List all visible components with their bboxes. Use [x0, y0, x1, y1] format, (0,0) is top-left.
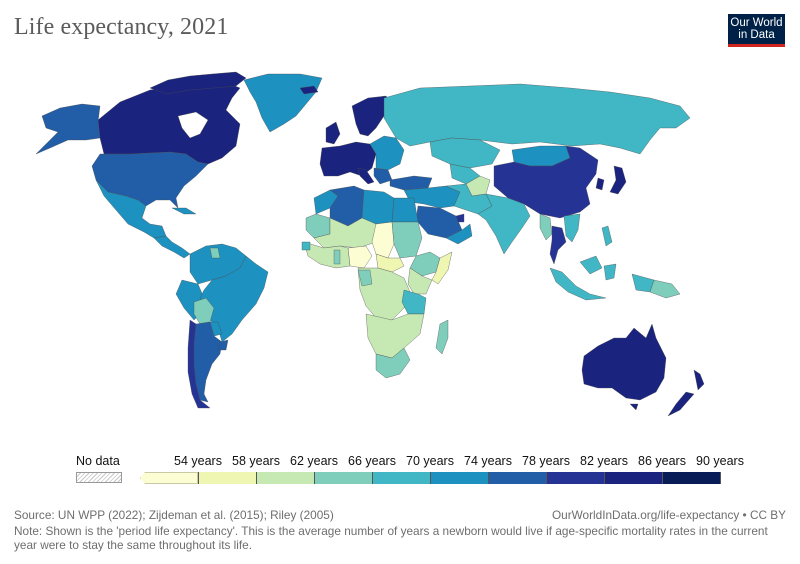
- owid-logo[interactable]: Our World in Data: [728, 14, 785, 47]
- bin-9[interactable]: [662, 472, 720, 484]
- region-scandinavia[interactable]: [351, 95, 393, 137]
- chart-title: Life expectancy, 2021: [14, 14, 229, 40]
- region-libya[interactable]: [361, 189, 395, 225]
- region-eastern-europe[interactable]: [369, 135, 405, 171]
- region-guyana[interactable]: [209, 247, 221, 259]
- bin-3[interactable]: [314, 472, 372, 484]
- tick-label-66: 66 years: [348, 454, 396, 468]
- source-link[interactable]: OurWorldInData.org/life-expectancy • CC …: [551, 508, 786, 522]
- bin-6[interactable]: [488, 472, 546, 484]
- bin-5[interactable]: [430, 472, 488, 484]
- region-tasmania[interactable]: [629, 403, 639, 411]
- region-iceland[interactable]: [299, 85, 319, 95]
- region-oman-yemen[interactable]: [445, 223, 473, 245]
- bin-4[interactable]: [372, 472, 430, 484]
- tick-label-62: 62 years: [290, 454, 338, 468]
- region-alaska[interactable]: [35, 103, 101, 155]
- region-greenland[interactable]: [243, 73, 323, 133]
- region-australia[interactable]: [581, 323, 667, 401]
- bin-7[interactable]: [546, 472, 604, 484]
- tick-54: [198, 472, 199, 484]
- tick-78: [546, 472, 547, 484]
- region-canada-arctic[interactable]: [149, 71, 247, 95]
- region-gabon-congo[interactable]: [357, 269, 373, 287]
- tick-label-70: 70 years: [406, 454, 454, 468]
- region-chad[interactable]: [371, 221, 395, 259]
- region-balkans[interactable]: [373, 167, 393, 185]
- tick-82: [604, 472, 605, 484]
- color-scale: [140, 472, 725, 484]
- region-saudi-arabia[interactable]: [415, 205, 463, 239]
- bin-8[interactable]: [604, 472, 662, 484]
- tick-74: [488, 472, 489, 484]
- region-uk[interactable]: [325, 121, 341, 145]
- region-turkey[interactable]: [389, 175, 433, 191]
- region-vietnam[interactable]: [563, 213, 581, 243]
- region-kazakhstan[interactable]: [429, 137, 501, 169]
- region-new-zealand[interactable]: [667, 369, 705, 417]
- source-text: Source: UN WPP (2022); Zijdeman et al. (…: [14, 508, 334, 522]
- region-india[interactable]: [477, 193, 531, 255]
- tick-label-54: 54 years: [174, 454, 222, 468]
- tick-label-78: 78 years: [522, 454, 570, 468]
- tick-label-82: 82 years: [580, 454, 628, 468]
- tick-90: [720, 472, 721, 484]
- tick-58: [256, 472, 257, 484]
- no-data-swatch[interactable]: [76, 472, 122, 483]
- region-western-europe[interactable]: [319, 141, 377, 177]
- region-sudan[interactable]: [391, 221, 423, 259]
- region-kenya[interactable]: [407, 267, 433, 295]
- world-map: [0, 58, 800, 450]
- tick-70: [430, 472, 431, 484]
- region-cuba[interactable]: [171, 207, 197, 215]
- note-text: Note: Shown is the 'period life expectan…: [14, 524, 768, 552]
- region-egypt[interactable]: [391, 197, 419, 223]
- logo-line-1: Our World: [730, 17, 783, 29]
- logo-accent-bar: [728, 44, 785, 47]
- tick-66: [372, 472, 373, 484]
- region-madagascar[interactable]: [435, 319, 449, 355]
- bin-0[interactable]: [140, 472, 198, 484]
- region-uruguay[interactable]: [217, 339, 229, 351]
- tick-label-86: 86 years: [638, 454, 686, 468]
- bin-2[interactable]: [256, 472, 314, 484]
- logo-line-2: in Data: [738, 29, 775, 41]
- tick-label-90: 90 years: [696, 454, 744, 468]
- tick-86: [662, 472, 663, 484]
- region-senegal[interactable]: [301, 241, 311, 251]
- region-nigeria[interactable]: [347, 245, 373, 269]
- region-south-africa[interactable]: [375, 347, 411, 379]
- region-thailand[interactable]: [549, 225, 567, 265]
- region-papua-new-guinea[interactable]: [649, 279, 681, 299]
- region-southern-africa[interactable]: [365, 313, 425, 359]
- region-korea[interactable]: [595, 177, 605, 191]
- region-philippines[interactable]: [601, 225, 613, 247]
- region-somalia[interactable]: [431, 251, 453, 285]
- region-uae[interactable]: [455, 213, 465, 223]
- bin-1[interactable]: [198, 472, 256, 484]
- no-data-label: No data: [76, 454, 120, 468]
- region-chile[interactable]: [187, 319, 211, 409]
- region-italy[interactable]: [357, 167, 375, 185]
- region-russia[interactable]: [383, 83, 691, 155]
- region-hudson-bay: [177, 111, 209, 139]
- region-central-america[interactable]: [153, 235, 191, 259]
- legend: No data 54 years 58 years 62 years 66 ye…: [0, 452, 800, 492]
- tick-62: [314, 472, 315, 484]
- region-west-sahara[interactable]: [305, 213, 331, 239]
- region-indonesia[interactable]: [549, 255, 655, 301]
- region-ghana[interactable]: [333, 249, 341, 265]
- tick-label-58: 58 years: [232, 454, 280, 468]
- region-myanmar[interactable]: [539, 213, 553, 241]
- tick-label-74: 74 years: [464, 454, 512, 468]
- region-japan[interactable]: [609, 165, 627, 195]
- region-mexico[interactable]: [95, 179, 167, 239]
